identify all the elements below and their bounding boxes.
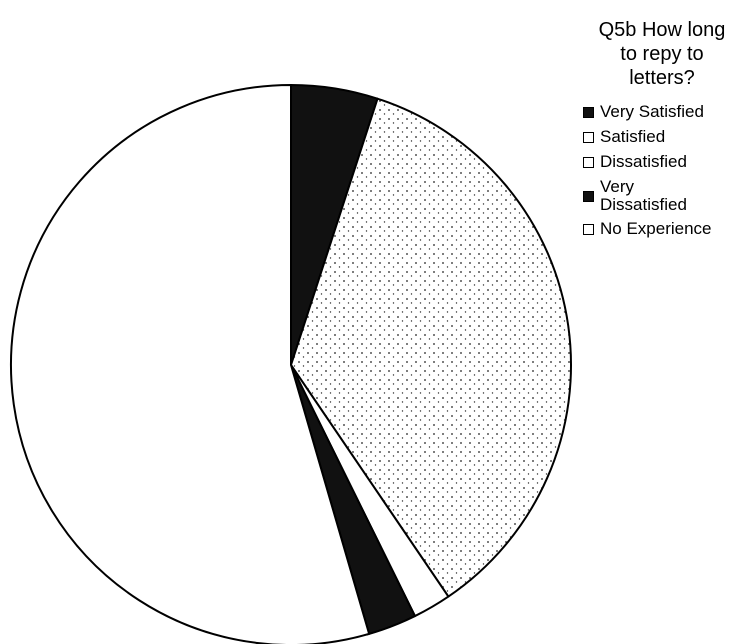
pie-slice-satisfied [290, 97, 572, 598]
legend-item-no-experience: No Experience [583, 220, 751, 238]
legend-item-dissatisfied: Dissatisfied [583, 153, 751, 171]
legend-label-dissatisfied: Dissatisfied [600, 152, 687, 171]
legend-swatch-dissatisfied [583, 156, 594, 168]
legend: Very Satisfied Satisfied Dissatisfied Ve… [583, 103, 751, 245]
chart-title-line-3: letters? [629, 67, 695, 89]
legend-swatch-satisfied [583, 131, 594, 143]
legend-label-very-satisfied: Very Satisfied [600, 102, 704, 121]
chart-title-line-1: Q5b How long [598, 19, 726, 41]
pie-slice-no-experience [10, 84, 371, 644]
legend-swatch-no-experience [583, 223, 594, 235]
legend-label-satisfied: Satisfied [600, 127, 666, 146]
legend-swatch-very-satisfied [583, 106, 594, 118]
legend-label-very-dissatisfied: Very Dissatisfied [600, 178, 687, 214]
legend-label-very-dissatisfied-line-2: Dissatisfied [600, 195, 687, 214]
legend-item-very-satisfied: Very Satisfied [583, 103, 751, 121]
legend-item-very-dissatisfied: Very Dissatisfied [583, 178, 751, 214]
legend-swatch-very-dissatisfied [583, 190, 594, 202]
pie-slices [10, 84, 572, 644]
legend-item-satisfied: Satisfied [583, 128, 751, 146]
chart-title-line-2: to repy to [620, 43, 704, 65]
chart-title: Q5b How long to repy to letters? [574, 18, 750, 90]
legend-label-very-dissatisfied-line-1: Very [600, 177, 635, 196]
legend-label-no-experience: No Experience [600, 219, 712, 238]
